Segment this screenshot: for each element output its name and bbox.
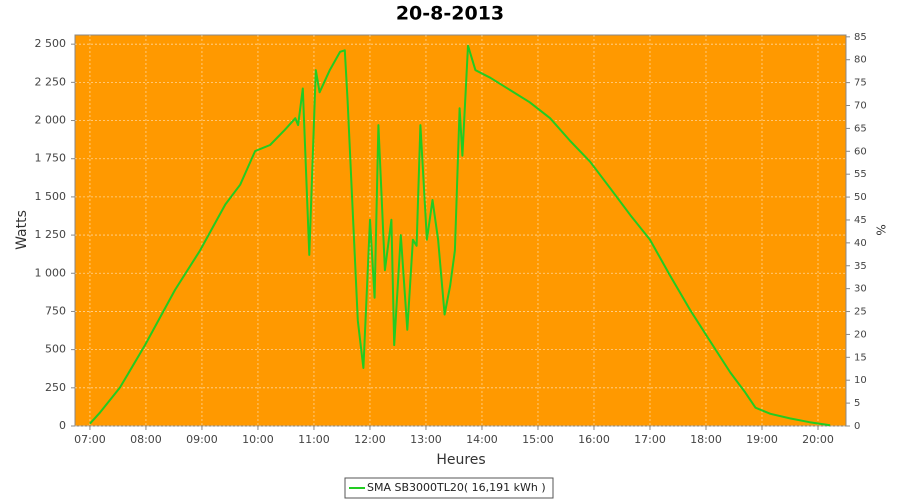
x-tick-label: 11:00: [298, 433, 330, 446]
x-tick-label: 13:00: [410, 433, 442, 446]
y2-tick-label: 75: [854, 78, 867, 89]
y-tick-label: 1 750: [35, 152, 67, 165]
y-tick-label: 1 500: [35, 190, 67, 203]
y2-tick-label: 20: [854, 329, 867, 340]
x-tick-label: 15:00: [522, 433, 554, 446]
x-tick-label: 10:00: [242, 433, 274, 446]
x-tick-label: 14:00: [466, 433, 498, 446]
y-tick-label: 2 000: [35, 114, 67, 127]
y2-tick-label: 0: [854, 421, 860, 432]
y2-tick-label: 10: [854, 375, 867, 386]
x-tick-label: 18:00: [690, 433, 722, 446]
x-tick-label: 20:00: [802, 433, 834, 446]
x-tick-label: 16:00: [578, 433, 610, 446]
legend-label: SMA SB3000TL20( 16,191 kWh ): [367, 481, 546, 494]
y2-tick-label: 35: [854, 261, 867, 272]
y2-tick-label: 60: [854, 146, 867, 157]
y2-tick-label: 45: [854, 215, 867, 226]
x-tick-label: 08:00: [130, 433, 162, 446]
y-tick-label: 250: [45, 381, 66, 394]
y2-tick-label: 50: [854, 192, 867, 203]
x-tick-label: 09:00: [186, 433, 218, 446]
y-tick-label: 500: [45, 343, 66, 356]
y2-tick-label: 55: [854, 169, 867, 180]
y2-tick-label: 5: [854, 398, 860, 409]
x-tick-label: 07:00: [74, 433, 106, 446]
y-tick-label: 750: [45, 304, 66, 317]
plot-area: [74, 34, 847, 427]
y2-tick-label: 15: [854, 352, 867, 363]
chart-title: 20-8-2013: [396, 3, 504, 25]
y2-axis-label: %: [874, 224, 888, 235]
y-tick-label: 2 250: [35, 75, 67, 88]
y2-tick-label: 25: [854, 307, 867, 318]
y-tick-label: 1 000: [35, 266, 67, 279]
y2-tick-label: 70: [854, 101, 867, 112]
y2-tick-label: 40: [854, 238, 867, 249]
y2-tick-label: 30: [854, 284, 867, 295]
y2-tick-label: 80: [854, 55, 867, 66]
y2-tick-label: 85: [854, 32, 867, 43]
y2-tick-label: 65: [854, 123, 867, 134]
x-tick-label: 19:00: [746, 433, 778, 446]
x-tick-label: 17:00: [634, 433, 666, 446]
series-line: [89, 44, 831, 427]
x-axis-label: Heures: [436, 452, 485, 468]
x-tick-label: 12:00: [354, 433, 386, 446]
y-tick-label: 2 500: [35, 37, 67, 50]
y-tick-label: 1 250: [35, 228, 67, 241]
y-axis-label: Watts: [14, 210, 30, 250]
y-tick-label: 0: [59, 419, 66, 432]
legend-box: [344, 477, 554, 499]
